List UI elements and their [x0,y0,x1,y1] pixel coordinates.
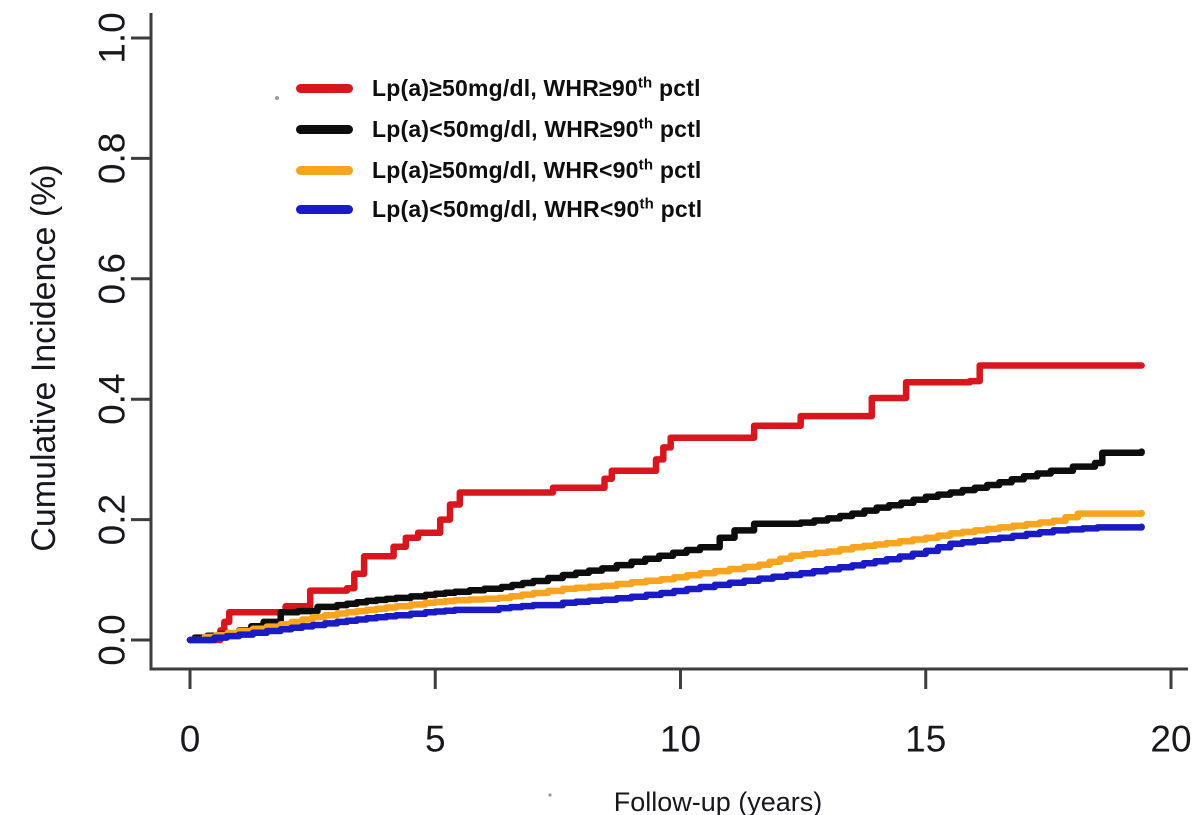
x-tick-label: 15 [905,719,946,760]
stray-dot [275,96,279,100]
y-tick-label: 0.6 [92,253,133,304]
stray-dot [548,793,552,797]
series-curve-1 [186,448,1145,644]
y-axis-title: Cumulative Incidence (%) [25,164,63,551]
y-tick-label: 0.4 [92,373,133,424]
x-tick-label: 20 [1150,719,1191,760]
x-tick-label: 5 [425,719,446,760]
y-tick-label: 1.0 [92,12,133,63]
y-tick-label: 0.8 [92,133,133,184]
series-curve-2 [186,509,1145,644]
x-axis-title: Follow-up (years) [614,787,823,815]
x-tick-label: 0 [180,719,201,760]
series-curve-3 [186,523,1145,644]
x-tick-label: 10 [660,719,701,760]
x-axis-ticks [188,669,1173,689]
axis-spine [149,13,1188,671]
x-axis-tick-labels: 0 5 10 15 20 [180,719,1192,760]
series-curve-0 [186,362,1145,644]
y-axis-tick-labels: 0.0 0.2 0.4 0.6 0.8 1.0 [92,12,133,665]
y-axis-ticks [131,36,151,642]
y-tick-label: 0.0 [92,614,133,665]
series-step-curves [186,362,1145,644]
y-tick-label: 0.2 [92,494,133,545]
